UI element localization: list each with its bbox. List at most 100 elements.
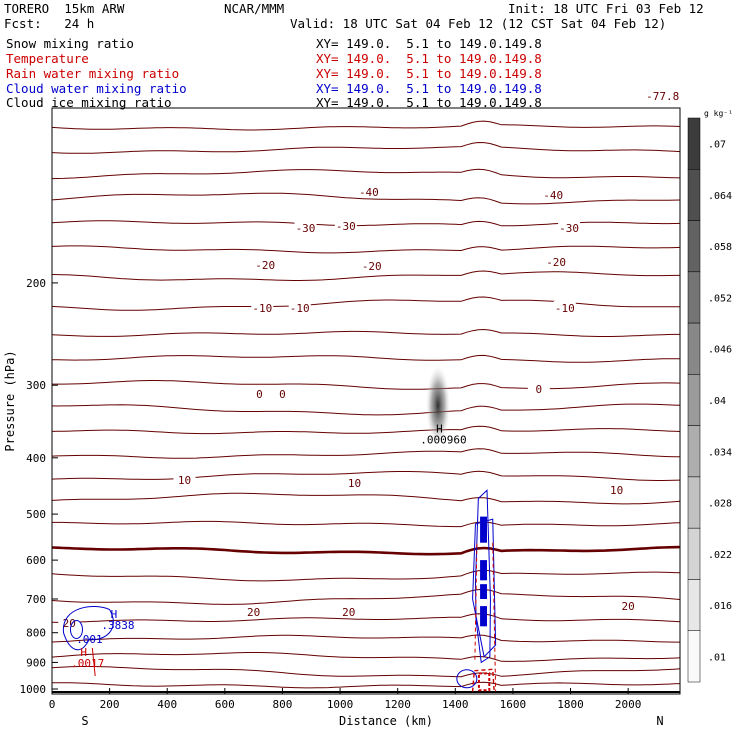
isotherm-line (51, 403, 681, 416)
temperature-label: -40 (359, 186, 379, 199)
temperature-label-bg (334, 219, 357, 231)
cloud-water-contour (472, 518, 497, 658)
y-tick-label: 700 (26, 593, 46, 606)
temperature-label-bg (294, 221, 317, 233)
colorbar-tick-label: .022 (708, 550, 732, 561)
x-tick-label: 1200 (384, 698, 411, 711)
isotherm-line (51, 245, 681, 254)
isotherm-line (52, 520, 681, 528)
colorbar-swatch (687, 374, 701, 426)
isotherm-line (51, 613, 681, 623)
colorbar-tick-label: .046 (708, 345, 732, 356)
temperature-label: -20 (546, 256, 566, 269)
annotation-marker: H (80, 646, 87, 659)
y-tick-label: 500 (26, 508, 46, 521)
cloud-water-core (480, 516, 487, 543)
colorbar-swatch (687, 630, 701, 683)
temperature-label: 0 (536, 383, 543, 396)
colorbar-swatch (687, 271, 701, 324)
temperature-label: -30 (559, 222, 579, 235)
isotherm-line (51, 168, 681, 180)
cloud-water-contour (456, 669, 478, 689)
cloud-water-contour (69, 620, 83, 640)
x-tick-label: 1600 (500, 698, 527, 711)
annotation-value: .0017 (71, 657, 104, 670)
temperature-label-bg (271, 387, 294, 399)
annotation-marker: .001 (76, 633, 103, 646)
temperature-label-bg (558, 221, 581, 233)
x-tick-label: 200 (100, 698, 120, 711)
isotherm-line (51, 354, 680, 363)
y-tick-label: 900 (26, 656, 46, 669)
colorbar-swatch (687, 322, 701, 375)
colorbar-swatch (687, 117, 701, 170)
temperature-label-bg (545, 255, 568, 267)
temperature-label-bg (357, 185, 380, 197)
temperature-label: -30 (296, 222, 316, 235)
temperature-label-bg (343, 476, 366, 488)
temperature-label: -40 (543, 189, 563, 202)
temperature-label: 10 (178, 474, 191, 487)
colorbar-tick-label: .028 (708, 499, 732, 510)
temperature-label-bg (617, 599, 640, 611)
cloud-water-contour (63, 606, 114, 651)
isotherm-line (52, 380, 681, 390)
y-tick-label: 200 (26, 277, 46, 290)
temperature-label: -10 (555, 302, 575, 315)
colorbar-swatch (687, 425, 701, 478)
forecast-hour: Fcst: 24 h (4, 16, 95, 31)
legend-name-cloud-water: Cloud water mixing ratio (6, 81, 187, 96)
isotherm-line (51, 492, 681, 505)
temperature-label-bg (527, 382, 550, 394)
x-tick-label: 600 (215, 698, 235, 711)
colorbar-swatch (687, 220, 701, 273)
temperature-label: 20 (63, 617, 76, 630)
legend-name-rain: Rain water mixing ratio (6, 66, 180, 81)
colorbar-tick-label: .07 (708, 140, 726, 151)
temperature-label: -77.8 (646, 90, 679, 103)
temperature-label: 0 (256, 388, 263, 401)
temperature-label: 20 (247, 606, 260, 619)
legend-xy-rain: XY= 149.0. 5.1 to 149.0.149.8 (316, 66, 542, 81)
legend-xy-snow: XY= 149.0. 5.1 to 149.0.149.8 (316, 36, 542, 51)
x-tick-label: 1800 (557, 698, 584, 711)
isotherm-line (51, 588, 681, 605)
temperature-label-bg (360, 259, 383, 271)
temperature-label: 10 (348, 477, 361, 490)
annotation-value: .000960 (420, 434, 466, 447)
isotherm-line (51, 652, 681, 662)
temperature-label-bg (553, 301, 576, 313)
legend-xy-cloud-water: XY= 149.0. 5.1 to 149.0.149.8 (316, 81, 542, 96)
colorbar-unit: g kg⁻¹ (704, 109, 733, 118)
x-tick-label: 2000 (615, 698, 642, 711)
temperature-label-bg (251, 301, 274, 313)
isotherm-line (51, 470, 681, 481)
isotherm-line (51, 296, 680, 311)
y-tick-label: 300 (26, 379, 46, 392)
y-tick-label: 600 (26, 554, 46, 567)
x-tick-label: 0 (49, 698, 56, 711)
colorbar-swatch (687, 169, 701, 221)
colorbar-tick-label: .04 (708, 396, 726, 407)
temperature-label-bg (248, 387, 271, 399)
cloud-water-core (480, 560, 487, 581)
cloud-water-core (480, 606, 487, 627)
temperature-label: -10 (252, 302, 272, 315)
y-tick-label: 400 (26, 452, 46, 465)
y-tick-label: 1000 (20, 683, 47, 696)
isotherm-line (51, 328, 680, 337)
rain-contour (91, 647, 96, 677)
x-tick-label: 400 (157, 698, 177, 711)
legend-xy-cloud-ice: XY= 149.0. 5.1 to 149.0.149.8 (316, 95, 542, 110)
y-axis-title: Pressure (hPa) (3, 350, 17, 451)
y-tick-label: 800 (26, 627, 46, 640)
rain-contour (474, 542, 497, 692)
isotherm-line (51, 192, 681, 205)
isotherm-line (51, 545, 681, 556)
legend-name-temperature: Temperature (6, 51, 89, 66)
legend-name-cloud-ice: Cloud ice mixing ratio (6, 95, 172, 110)
temperature-label: 0 (279, 388, 286, 401)
colorbar-tick-label: .058 (708, 242, 732, 253)
colorbar-swatch (687, 579, 701, 631)
